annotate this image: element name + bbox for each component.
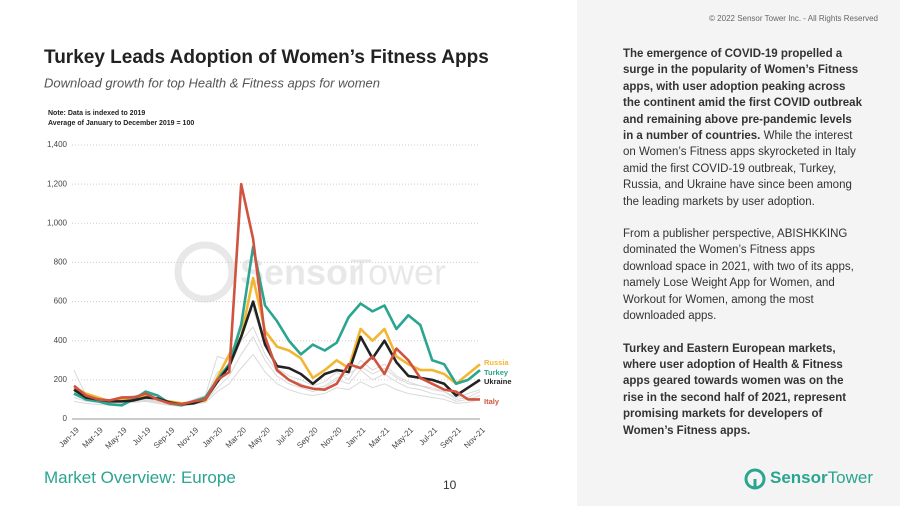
line — [73, 336, 481, 406]
y-tick-label: 1,400 — [47, 140, 68, 149]
legend-label: Turkey — [484, 368, 509, 377]
paragraph: From a publisher perspective, ABISHKKING… — [623, 226, 865, 324]
line — [73, 353, 481, 407]
text-run: While the interest on Women’s Fitness ap… — [623, 130, 856, 208]
y-tick-label: 800 — [54, 258, 68, 267]
note: Average of January to December 2019 = 10… — [48, 120, 194, 127]
y-tick-label: 1,200 — [47, 179, 68, 188]
x-tick-label: Sep-19 — [152, 425, 177, 450]
x-tick-label: Jul-19 — [131, 425, 153, 447]
chart-title: Turkey Leads Adoption of Women’s Fitness… — [44, 47, 489, 68]
x-tick-label: Jan-21 — [344, 425, 368, 449]
side-panel — [577, 0, 900, 506]
y-tick-label: 200 — [54, 375, 68, 384]
line — [73, 182, 480, 406]
page-number: 10 — [443, 478, 457, 492]
x-tick-label: Sep-21 — [438, 425, 463, 450]
x-tick-label: Nov-19 — [176, 425, 201, 450]
paragraph: Turkey and Eastern European markets, whe… — [623, 341, 865, 439]
commentary: The emergence of COVID-19 propelled a su… — [623, 46, 865, 455]
x-tick-label: May-19 — [103, 425, 129, 451]
x-tick-label: Mar-19 — [81, 425, 106, 450]
note: Note: Data is indexed to 2019 — [48, 110, 145, 117]
watermark-text: Tower — [350, 252, 446, 293]
x-tick-label: Mar-21 — [367, 425, 392, 450]
x-tick-label: Sep-20 — [295, 425, 320, 450]
line — [73, 300, 481, 406]
chart-subtitle: Download growth for top Health & Fitness… — [44, 75, 380, 90]
y-tick-label: 1,000 — [47, 218, 68, 227]
x-tick-label: Jul-21 — [417, 425, 439, 447]
logo-icon — [744, 468, 766, 490]
watermark: Sensor Tower — [174, 241, 446, 303]
x-tick-label: Nov-21 — [462, 425, 487, 450]
x-tick-label: May-21 — [390, 425, 416, 451]
chart: Turkey Leads Adoption of Women’s Fitness… — [44, 47, 512, 451]
footer: Market Overview: Europe — [44, 468, 236, 487]
y-tick-label: 400 — [54, 336, 68, 345]
y-tick-label: 0 — [63, 414, 68, 423]
legend-label: Russia — [484, 358, 509, 367]
x-tick-label: Jan-20 — [201, 425, 225, 449]
text-run: From a publisher perspective, ABISHKKING… — [623, 228, 854, 323]
text-run: The emergence of COVID-19 propelled a su… — [623, 48, 862, 143]
legend-label: Italy — [484, 397, 500, 406]
logo: SensorTower — [744, 468, 873, 490]
logo-text: Sensor — [770, 468, 828, 487]
x-tick-label: May-20 — [247, 425, 273, 451]
x-tick-label: Mar-20 — [224, 425, 249, 450]
text-run: Turkey and Eastern European markets, whe… — [623, 342, 847, 437]
x-tick-label: Jan-19 — [57, 425, 81, 449]
legend-label: Ukraine — [484, 377, 512, 386]
y-tick-label: 600 — [54, 297, 68, 306]
logo-text: Tower — [827, 468, 873, 487]
x-tick-label: Jul-20 — [274, 425, 296, 447]
copyright: © 2022 Sensor Tower Inc. - All Rights Re… — [709, 14, 878, 23]
x-tick-label: Nov-20 — [319, 425, 344, 450]
paragraph: The emergence of COVID-19 propelled a su… — [623, 46, 865, 210]
